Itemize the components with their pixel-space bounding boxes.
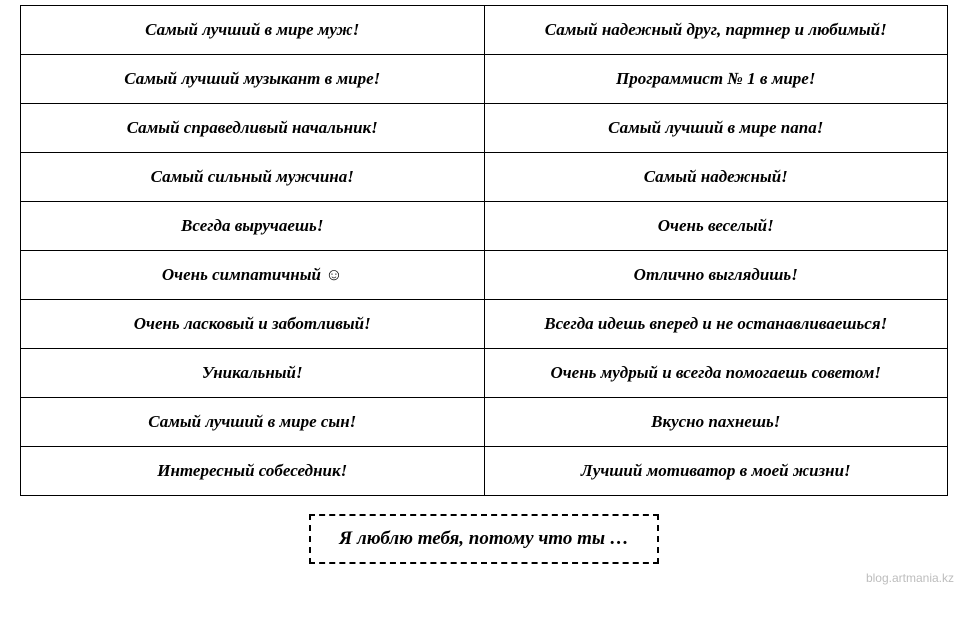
cell-right: Самый надежный друг, партнер и любимый!: [484, 6, 948, 55]
cell-left: Очень симпатичный ☺: [21, 251, 485, 300]
cell-left: Очень ласковый и заботливый!: [21, 300, 485, 349]
cell-right: Программист № 1 в мире!: [484, 55, 948, 104]
compliments-table: Самый лучший в мире муж!Самый надежный д…: [20, 5, 948, 496]
table-row: Всегда выручаешь!Очень веселый!: [21, 202, 948, 251]
table-row: Самый справедливый начальник!Самый лучши…: [21, 104, 948, 153]
cell-left: Самый лучший музыкант в мире!: [21, 55, 485, 104]
cell-left: Интересный собеседник!: [21, 447, 485, 496]
table-row: Самый лучший в мире муж!Самый надежный д…: [21, 6, 948, 55]
cell-left: Самый лучший в мире муж!: [21, 6, 485, 55]
cell-right: Лучший мотиватор в моей жизни!: [484, 447, 948, 496]
cell-left: Самый лучший в мире сын!: [21, 398, 485, 447]
footer-text: Я люблю тебя, потому что ты …: [339, 528, 629, 549]
table-row: Очень ласковый и заботливый!Всегда идешь…: [21, 300, 948, 349]
cell-left: Уникальный!: [21, 349, 485, 398]
cell-right: Очень мудрый и всегда помогаешь советом!: [484, 349, 948, 398]
cell-left: Самый сильный мужчина!: [21, 153, 485, 202]
cell-left: Всегда выручаешь!: [21, 202, 485, 251]
cell-right: Вкусно пахнешь!: [484, 398, 948, 447]
table-row: Уникальный!Очень мудрый и всегда помогае…: [21, 349, 948, 398]
table-row: Очень симпатичный ☺Отлично выглядишь!: [21, 251, 948, 300]
cell-right: Отлично выглядишь!: [484, 251, 948, 300]
footer-box: Я люблю тебя, потому что ты …: [309, 514, 659, 564]
footer-wrap: Я люблю тебя, потому что ты …: [20, 514, 948, 564]
cell-right: Очень веселый!: [484, 202, 948, 251]
table-row: Самый лучший в мире сын!Вкусно пахнешь!: [21, 398, 948, 447]
cell-left: Самый справедливый начальник!: [21, 104, 485, 153]
compliments-tbody: Самый лучший в мире муж!Самый надежный д…: [21, 6, 948, 496]
cell-right: Самый надежный!: [484, 153, 948, 202]
table-row: Самый лучший музыкант в мире!Программист…: [21, 55, 948, 104]
cell-right: Самый лучший в мире папа!: [484, 104, 948, 153]
table-row: Интересный собеседник!Лучший мотиватор в…: [21, 447, 948, 496]
watermark-text: blog.artmania.kz: [866, 571, 954, 585]
table-row: Самый сильный мужчина!Самый надежный!: [21, 153, 948, 202]
cell-right: Всегда идешь вперед и не останавливаешьс…: [484, 300, 948, 349]
